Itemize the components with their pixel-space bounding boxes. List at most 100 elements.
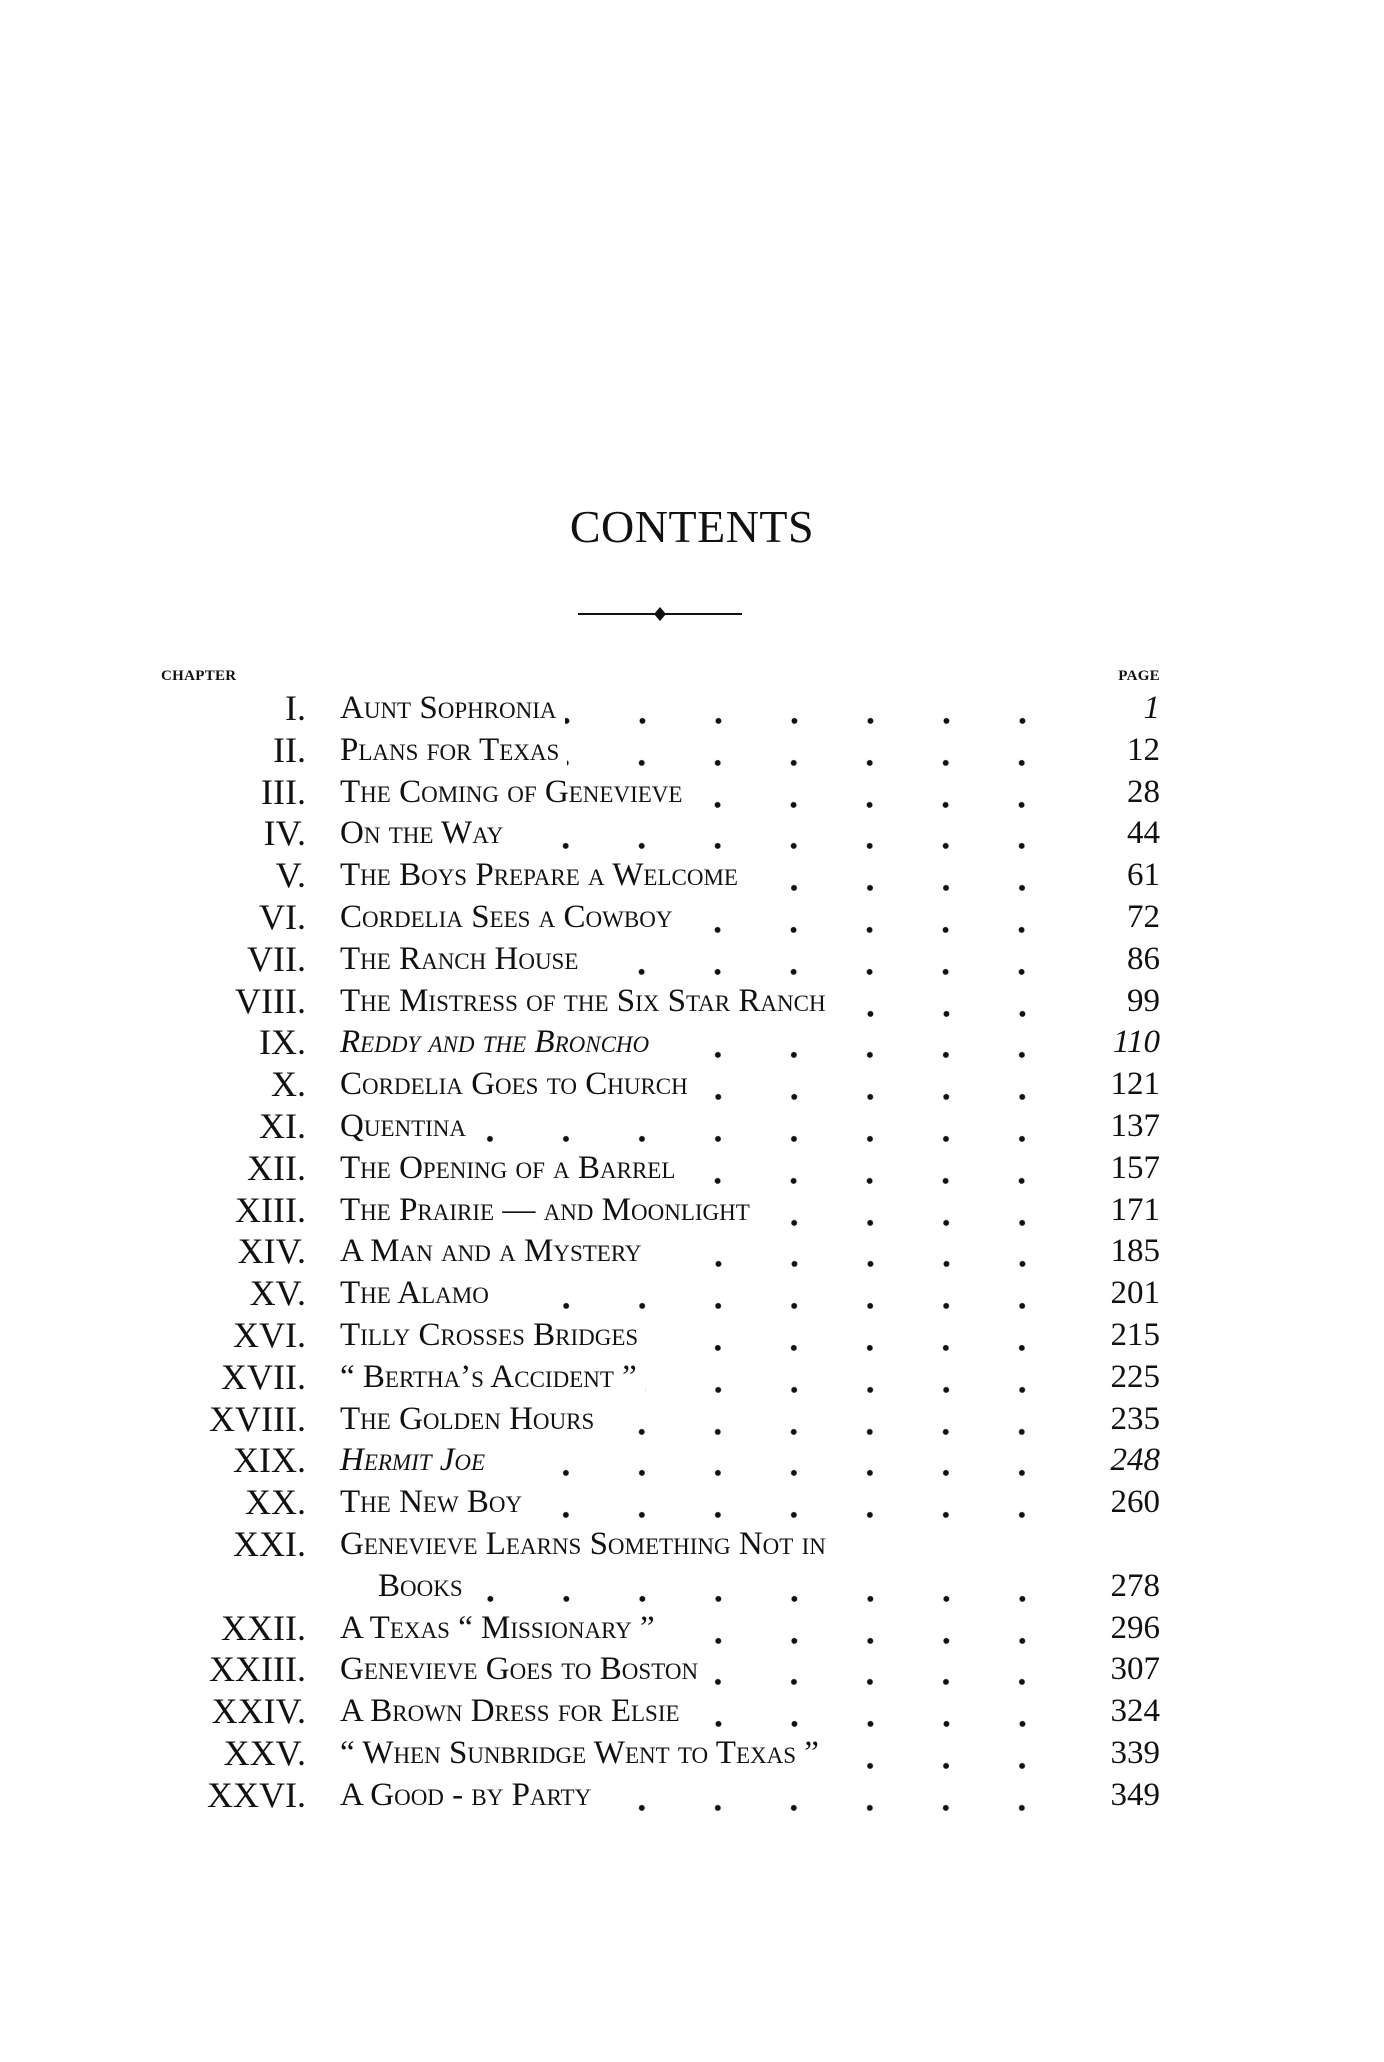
page-column-header: PAGE xyxy=(1118,668,1160,684)
chapter-title: Cordelia Sees a Cowboy xyxy=(340,898,673,935)
page-number: 61 xyxy=(1127,857,1160,894)
dot-leader xyxy=(687,1691,1060,1733)
dot-leader xyxy=(695,1064,1060,1106)
chapter-number: IX. xyxy=(259,1022,306,1063)
dot-leader xyxy=(470,1565,1060,1608)
ornament-divider-icon xyxy=(578,607,742,621)
chapter-title: The Golden Hours xyxy=(340,1400,595,1437)
toc-entry: V. The Boys Prepare a Welcome 61 xyxy=(0,855,1384,897)
chapter-number: XIV. xyxy=(237,1231,306,1272)
toc-entry: XVII. “ Bertha’s Accident ” 225 xyxy=(0,1356,1384,1399)
chapter-number: X. xyxy=(271,1064,306,1105)
dot-leader xyxy=(745,855,1060,897)
toc-entry: XV. The Alamo 201 xyxy=(0,1273,1384,1315)
chapter-title: Hermit Joe xyxy=(340,1442,486,1479)
page-number: 110 xyxy=(1112,1024,1160,1061)
dot-leader xyxy=(690,771,1060,814)
toc-entry: VIII. The Mistress of the Six Star Ranch 9… xyxy=(0,980,1384,1023)
dot-leader xyxy=(586,938,1060,981)
toc-entry: X. Cordelia Goes to Church 121 xyxy=(0,1064,1384,1106)
page-number: 1 xyxy=(1143,690,1161,726)
chapter-title: Plans for Texas xyxy=(340,731,560,768)
page-number: 225 xyxy=(1110,1358,1161,1395)
toc-entry: XXVI. A Good - by Party 349 xyxy=(0,1774,1384,1817)
chapter-number: IV. xyxy=(263,813,306,854)
dot-leader xyxy=(662,1607,1060,1650)
dot-leader xyxy=(644,1356,1060,1399)
dot-leader xyxy=(657,1022,1060,1065)
toc-entry: XXI. Genevieve Learns Something Not in xyxy=(0,1524,1384,1566)
chapter-number: XXIII. xyxy=(209,1649,306,1690)
chapter-title: Reddy and the Broncho xyxy=(340,1024,650,1061)
page-number: 296 xyxy=(1110,1609,1161,1646)
chapter-number: XVII. xyxy=(221,1356,306,1397)
page-number: 215 xyxy=(1110,1316,1161,1353)
page-number: 307 xyxy=(1110,1651,1161,1688)
chapter-title: The Alamo xyxy=(340,1275,489,1312)
toc-entry: XI. Quentina 137 xyxy=(0,1105,1384,1148)
dot-leader xyxy=(564,688,1060,730)
chapter-title: A Texas “ Missionary ” xyxy=(340,1609,655,1646)
table-of-contents: I. Aunt Sophronia 1 II. Plans for Texas 12 III… xyxy=(0,688,1384,1817)
toc-entry: XX. The New Boy 260 xyxy=(0,1482,1384,1524)
page-number: 157 xyxy=(1110,1149,1161,1186)
toc-entry: XIV. A Man and a Mystery 185 xyxy=(0,1231,1384,1274)
chapter-title: Aunt Sophronia xyxy=(340,690,557,726)
page-number: 339 xyxy=(1110,1734,1161,1771)
toc-entry: II. Plans for Texas 12 xyxy=(0,729,1384,772)
chapter-title: The Boys Prepare a Welcome xyxy=(340,857,738,894)
chapter-title: The Ranch House xyxy=(340,940,579,977)
dot-leader xyxy=(833,980,1060,1023)
dot-leader xyxy=(602,1398,1060,1441)
page-number: 12 xyxy=(1127,731,1160,768)
page-number: 349 xyxy=(1110,1776,1161,1813)
dot-leader xyxy=(474,1105,1060,1148)
page-number: 137 xyxy=(1110,1107,1161,1144)
chapter-title: Cordelia Goes to Church xyxy=(340,1066,688,1103)
chapter-number: I. xyxy=(285,688,306,728)
page-number: 235 xyxy=(1110,1400,1161,1437)
chapter-title: The New Boy xyxy=(340,1484,523,1521)
chapter-column-header: CHAPTER xyxy=(161,668,237,684)
chapter-title: Quentina xyxy=(340,1107,467,1144)
chapter-number: XXIV. xyxy=(211,1691,306,1732)
chapter-number: VII. xyxy=(247,938,306,979)
chapter-title: “ When Sunbridge Went to Texas ” xyxy=(340,1734,819,1771)
chapter-number: XVI. xyxy=(233,1314,306,1355)
dot-leader xyxy=(826,1732,1060,1775)
page-number: 185 xyxy=(1110,1233,1161,1270)
chapter-number: VI. xyxy=(259,896,306,937)
dot-leader xyxy=(511,813,1060,856)
dot-leader xyxy=(530,1482,1060,1524)
toc-entry: III. The Coming of Genevieve 28 xyxy=(0,771,1384,814)
chapter-title: A Brown Dress for Elsie xyxy=(340,1693,680,1730)
chapter-title: The Mistress of the Six Star Ranch xyxy=(340,982,826,1019)
chapter-title: The Coming of Genevieve xyxy=(340,773,683,810)
chapter-number: XXI. xyxy=(233,1523,306,1564)
chapter-number: XIX. xyxy=(233,1440,306,1481)
page-number: 99 xyxy=(1127,982,1160,1019)
contents-title: CONTENTS xyxy=(569,501,815,552)
chapter-number: XIII. xyxy=(235,1189,306,1230)
toc-entry: XXIV. A Brown Dress for Elsie 324 xyxy=(0,1691,1384,1733)
toc-entry: XXII. A Texas “ Missionary ” 296 xyxy=(0,1607,1384,1650)
page-number: 44 xyxy=(1127,815,1160,852)
chapter-number: XXVI. xyxy=(207,1774,306,1815)
chapter-number: III. xyxy=(261,771,306,812)
toc-entry: XIII. The Prairie — and Moonlight 171 xyxy=(0,1189,1384,1232)
toc-entry: XVIII. The Golden Hours 235 xyxy=(0,1398,1384,1441)
dot-leader xyxy=(567,729,1060,772)
toc-entry: VI. Cordelia Sees a Cowboy 72 xyxy=(0,896,1384,939)
page-number: 72 xyxy=(1127,898,1160,935)
chapter-number: XXII. xyxy=(221,1607,306,1648)
dot-leader xyxy=(649,1231,1060,1274)
chapter-title: The Prairie — and Moonlight xyxy=(340,1191,750,1228)
toc-entry: I. Aunt Sophronia 1 xyxy=(0,688,1384,730)
dot-leader xyxy=(599,1774,1060,1817)
dot-leader xyxy=(680,896,1060,939)
page-number: 171 xyxy=(1110,1191,1161,1228)
chapter-number: II. xyxy=(273,729,306,770)
dot-leader xyxy=(493,1440,1060,1483)
page-number: 28 xyxy=(1127,773,1160,810)
toc-entry: XXIII. Genevieve Goes to Boston 307 xyxy=(0,1649,1384,1692)
